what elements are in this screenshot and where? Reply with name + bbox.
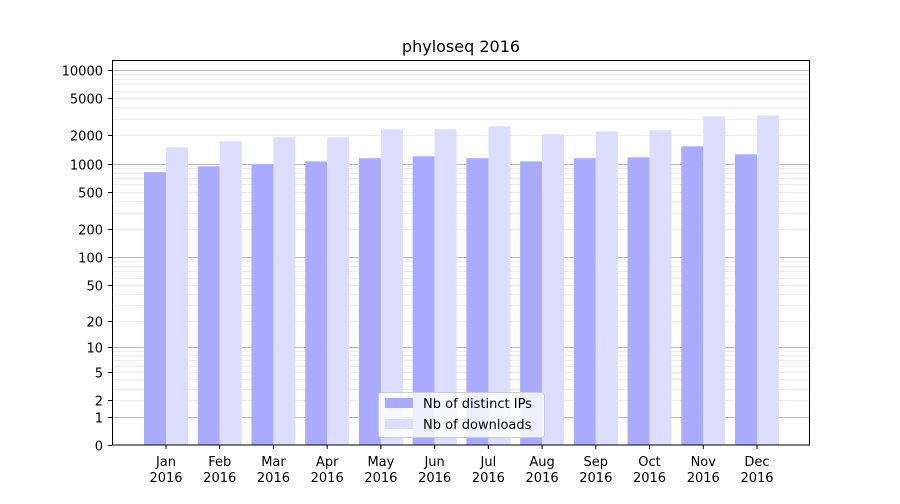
bar-distinct-ips [735, 154, 757, 446]
x-tick-label: Nov 2016 [687, 455, 720, 486]
y-tick-label: 50 [86, 280, 103, 295]
bar-downloads [703, 116, 726, 446]
y-tick-label: 10000 [62, 65, 103, 80]
legend-label-downloads: Nb of downloads [423, 418, 532, 433]
y-tick-label: 0 [95, 440, 103, 455]
legend-swatch-downloads [385, 419, 413, 429]
bar-distinct-ips [412, 156, 435, 445]
x-tick-label: Jan 2016 [149, 455, 182, 486]
bar-distinct-ips [681, 146, 704, 446]
x-tick-label: Sep 2016 [579, 455, 612, 486]
y-tick-label: 1 [95, 412, 103, 427]
bar-distinct-ips [144, 172, 166, 445]
y-tick-label: 500 [78, 187, 103, 202]
y-tick-label: 1000 [70, 159, 103, 174]
x-tick-label: Apr 2016 [311, 455, 344, 486]
y-tick-label: 200 [78, 224, 103, 239]
x-tick-label: May 2016 [364, 455, 397, 486]
x-tick-label: Aug 2016 [526, 455, 559, 486]
bar-downloads [219, 141, 242, 445]
bar-downloads [542, 134, 565, 445]
bar-downloads [434, 129, 457, 446]
legend-label-ips: Nb of distinct IPs [423, 397, 532, 412]
y-tick-label: 5000 [70, 93, 103, 108]
bar-downloads [757, 115, 779, 445]
chart-title: phyloseq 2016 [402, 37, 520, 56]
bar-distinct-ips [358, 158, 381, 445]
y-tick-label: 20 [86, 316, 103, 331]
bar-distinct-ips [520, 161, 543, 446]
bar-distinct-ips [251, 164, 274, 445]
x-tick-label: Feb 2016 [203, 455, 236, 486]
legend: Nb of distinct IPs Nb of downloads [378, 392, 545, 438]
bar-downloads [488, 126, 511, 446]
y-tick-label: 10 [86, 342, 103, 357]
bar-downloads [380, 129, 403, 446]
y-tick-label: 2 [95, 395, 103, 410]
x-tick-label: Jul 2016 [472, 455, 505, 486]
x-tick-label: Oct 2016 [633, 455, 666, 486]
x-tick-label: Jun 2016 [418, 455, 451, 486]
bar-distinct-ips [627, 157, 650, 445]
bar-downloads [273, 137, 296, 446]
bar-distinct-ips [197, 166, 220, 446]
legend-swatch-ips [385, 398, 413, 408]
x-tick-label: Dec 2016 [740, 455, 773, 486]
bar-downloads [166, 147, 188, 445]
y-tick-label: 100 [78, 252, 103, 267]
bar-downloads [649, 130, 672, 445]
bar-downloads [595, 131, 618, 445]
y-tick-label: 5 [95, 367, 103, 382]
y-tick-label: 2000 [70, 130, 103, 145]
plot-frame [112, 60, 810, 446]
x-tick-label: Mar 2016 [257, 455, 290, 486]
bar-distinct-ips [466, 158, 489, 445]
bar-downloads [327, 137, 350, 446]
bar-distinct-ips [573, 158, 596, 445]
bar-distinct-ips [305, 161, 328, 446]
